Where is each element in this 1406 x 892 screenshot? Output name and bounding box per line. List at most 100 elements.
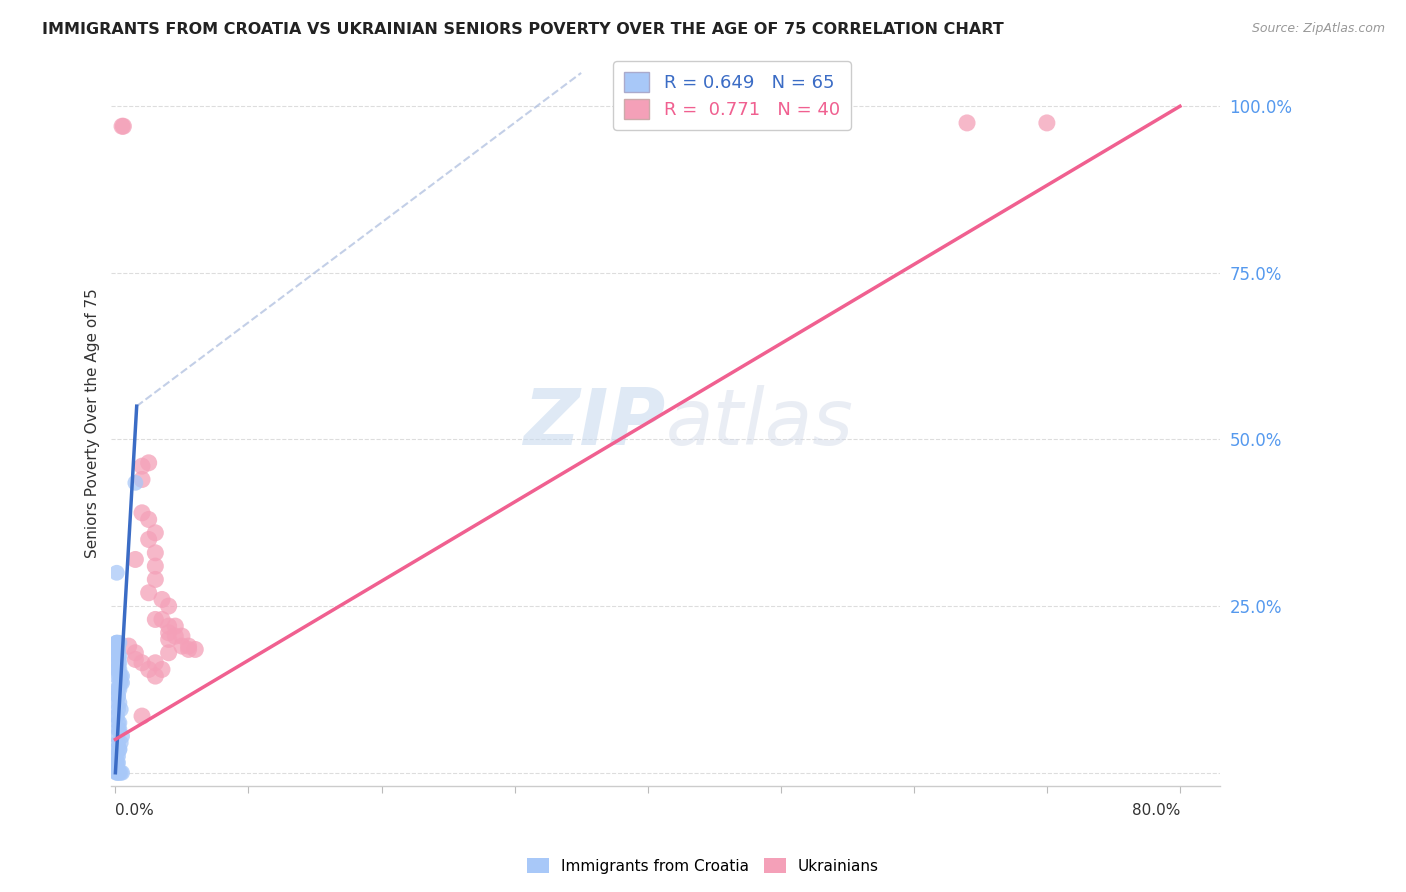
Point xyxy=(105,649,128,664)
Point xyxy=(118,639,141,653)
Point xyxy=(105,636,128,650)
Point xyxy=(107,736,129,750)
Point xyxy=(107,689,129,703)
Point xyxy=(105,636,128,650)
Point xyxy=(110,675,132,690)
Text: ZIP: ZIP xyxy=(523,384,665,461)
Point xyxy=(138,662,160,676)
Point xyxy=(108,723,131,737)
Point xyxy=(956,116,979,130)
Point xyxy=(105,729,128,743)
Point xyxy=(131,459,153,474)
Point xyxy=(170,629,193,643)
Point xyxy=(108,656,131,670)
Point xyxy=(131,506,153,520)
Text: atlas: atlas xyxy=(665,384,853,461)
Point xyxy=(131,709,153,723)
Point xyxy=(105,682,128,697)
Point xyxy=(108,669,131,683)
Point xyxy=(105,756,128,770)
Point xyxy=(110,765,132,780)
Point xyxy=(110,702,132,716)
Point xyxy=(107,682,129,697)
Point xyxy=(143,656,166,670)
Point xyxy=(107,756,129,770)
Point xyxy=(108,715,131,730)
Point xyxy=(111,675,134,690)
Point xyxy=(105,566,128,580)
Point xyxy=(105,742,128,756)
Point xyxy=(105,636,128,650)
Text: 0.0%: 0.0% xyxy=(115,804,155,818)
Point xyxy=(107,649,129,664)
Point xyxy=(107,765,129,780)
Point xyxy=(110,736,132,750)
Point xyxy=(107,642,129,657)
Point xyxy=(107,689,129,703)
Point xyxy=(157,599,180,614)
Point xyxy=(108,742,131,756)
Point xyxy=(157,646,180,660)
Point xyxy=(107,636,129,650)
Point xyxy=(143,573,166,587)
Point xyxy=(105,662,128,676)
Point xyxy=(138,533,160,547)
Point xyxy=(105,763,128,777)
Point xyxy=(177,639,200,653)
Point xyxy=(107,749,129,764)
Point xyxy=(107,702,129,716)
Point xyxy=(105,636,128,650)
Point xyxy=(105,749,128,764)
Point xyxy=(108,696,131,710)
Point xyxy=(105,642,128,657)
Point xyxy=(108,636,131,650)
Point xyxy=(157,632,180,647)
Point xyxy=(108,675,131,690)
Point xyxy=(105,764,128,779)
Point xyxy=(111,669,134,683)
Point xyxy=(150,592,173,607)
Point xyxy=(170,639,193,653)
Point xyxy=(107,642,129,657)
Point xyxy=(105,709,128,723)
Legend: R = 0.649   N = 65, R =  0.771   N = 40: R = 0.649 N = 65, R = 0.771 N = 40 xyxy=(613,62,851,130)
Point xyxy=(124,475,146,490)
Point xyxy=(110,669,132,683)
Point xyxy=(105,765,128,780)
Point xyxy=(105,669,128,683)
Text: 80.0%: 80.0% xyxy=(1132,804,1180,818)
Point xyxy=(124,646,146,660)
Point xyxy=(112,120,135,134)
Point xyxy=(157,619,180,633)
Point xyxy=(105,765,128,780)
Point xyxy=(107,763,129,777)
Point xyxy=(157,625,180,640)
Text: Source: ZipAtlas.com: Source: ZipAtlas.com xyxy=(1251,22,1385,36)
Point xyxy=(107,723,129,737)
Point xyxy=(108,649,131,664)
Point xyxy=(150,612,173,626)
Point xyxy=(105,696,128,710)
Point xyxy=(108,682,131,697)
Text: IMMIGRANTS FROM CROATIA VS UKRAINIAN SENIORS POVERTY OVER THE AGE OF 75 CORRELAT: IMMIGRANTS FROM CROATIA VS UKRAINIAN SEN… xyxy=(42,22,1004,37)
Point xyxy=(108,765,131,780)
Point xyxy=(124,652,146,666)
Point xyxy=(177,642,200,657)
Point xyxy=(108,662,131,676)
Point xyxy=(108,742,131,756)
Point xyxy=(150,662,173,676)
Point xyxy=(107,715,129,730)
Point xyxy=(143,546,166,560)
Point xyxy=(143,612,166,626)
Point xyxy=(143,525,166,540)
Point xyxy=(143,559,166,574)
Point xyxy=(184,642,207,657)
Point xyxy=(165,619,187,633)
Point xyxy=(143,669,166,683)
Point xyxy=(111,729,134,743)
Point xyxy=(105,709,128,723)
Point xyxy=(111,120,134,134)
Legend: Immigrants from Croatia, Ukrainians: Immigrants from Croatia, Ukrainians xyxy=(522,852,884,880)
Point xyxy=(105,765,128,780)
Point xyxy=(138,456,160,470)
